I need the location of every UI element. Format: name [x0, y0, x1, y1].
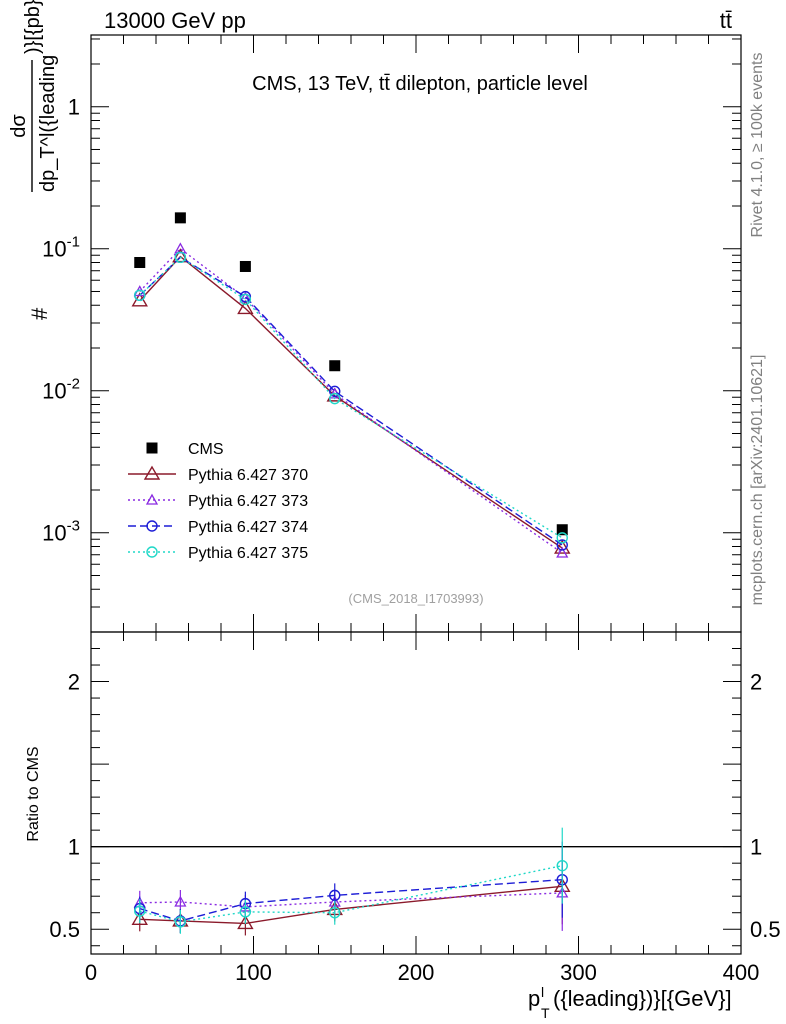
y-tick-label: 10-1	[42, 234, 80, 262]
ratio-point-pythia-6-427-375	[556, 859, 568, 872]
ratio-y-tick-label: 0.5	[49, 917, 80, 942]
point-pythia-6-427-374	[329, 385, 341, 398]
ratio-point-pythia-6-427-375	[239, 906, 252, 918]
ratio-series	[131, 827, 571, 936]
point-cms	[174, 212, 186, 224]
legend-label-pythia-6-427-373: Pythia 6.427 373	[188, 493, 308, 510]
main-panel: CMS, 13 TeV, tt̄ dilepton, particle leve…	[42, 34, 742, 633]
x-tick-label: 100	[235, 960, 272, 985]
ratio-y-tick-label-right: 2	[750, 670, 762, 695]
watermark: (CMS_2018_I1703993)	[348, 591, 483, 606]
ratio-point-pythia-6-427-374	[329, 889, 341, 902]
ratio-y-label: Ratio to CMS	[25, 746, 42, 841]
legend-label-pythia-6-427-375: Pythia 6.427 375	[188, 545, 308, 562]
ratio-frame	[90, 631, 742, 955]
x-axis-label: p T l ({leading})}[{GeV}]	[528, 984, 732, 1021]
x-label-sup: l	[541, 984, 544, 1000]
ratio-line-pythia-6-427-375	[139, 864, 563, 923]
point-pythia-6-427-374	[556, 539, 568, 551]
x-label-main: p	[528, 986, 540, 1011]
point-pythia-6-427-374	[239, 290, 252, 303]
point-pythia-6-427-370	[172, 248, 189, 263]
chart-title: CMS, 13 TeV, tt̄ dilepton, particle leve…	[252, 73, 588, 95]
x-tick-label: 400	[723, 960, 760, 985]
point-cms	[239, 260, 251, 272]
point-pythia-6-427-375	[239, 293, 252, 306]
main-series	[131, 212, 571, 558]
point-cms	[329, 360, 341, 372]
ratio-y-tick-label-right: 0.5	[750, 917, 781, 942]
point-pythia-6-427-375	[174, 251, 187, 264]
series-line-pythia-6-427-375	[139, 256, 563, 539]
y-label-hash: #	[27, 307, 52, 320]
y-label-suffix: )}[{pb}/{GeV}]	[22, 0, 44, 54]
rivet-label: Rivet 4.1.0, ≥ 100k events	[749, 53, 766, 238]
ratio-point-pythia-6-427-373	[174, 895, 187, 907]
ratio-line-pythia-6-427-374	[139, 878, 563, 922]
ratio-point-pythia-6-427-370	[131, 910, 148, 926]
header-left: 13000 GeV pp	[104, 8, 246, 33]
ratio-y-tick-label: 2	[68, 670, 80, 695]
point-cms	[134, 256, 146, 268]
point-pythia-6-427-370	[554, 539, 571, 554]
x-label-sub: T	[541, 1005, 550, 1021]
ratio-y-ticks: 0.5 0.5 1 1 2 2	[49, 648, 781, 947]
legend-marker-cms	[146, 442, 158, 454]
legend-marker-pythia-6-427-373	[145, 493, 159, 505]
main-x-ticks	[90, 35, 742, 632]
ratio-x-ticks: 0 100 200 300 400	[85, 632, 759, 985]
point-pythia-6-427-375	[556, 532, 568, 544]
legend-label-cms: CMS	[188, 441, 224, 458]
ratio-panel: 0.5 0.5 1 1 2 2 0 100 200 300 400	[49, 631, 781, 985]
legend-marker-pythia-6-427-375	[146, 546, 158, 558]
point-pythia-6-427-370	[237, 300, 254, 315]
header-right: tt̄	[720, 8, 732, 33]
y-tick-label: 1	[68, 95, 80, 120]
point-pythia-6-427-375	[134, 289, 146, 301]
ratio-point-pythia-6-427-375	[329, 907, 341, 919]
y-label-numerator: dσ	[8, 114, 30, 138]
ratio-line-pythia-6-427-373	[139, 892, 563, 908]
ratio-y-tick-label: 1	[68, 835, 80, 860]
legend-marker-pythia-6-427-374	[146, 520, 158, 532]
x-tick-label: 200	[398, 960, 435, 985]
x-tick-label: 300	[560, 960, 597, 985]
legend: CMS Pythia 6.427 370 Pythia 6.427 373 Pythi…	[128, 441, 308, 562]
legend-label-pythia-6-427-374: Pythia 6.427 374	[188, 519, 308, 536]
ratio-point-pythia-6-427-370	[237, 915, 254, 930]
y-tick-label: 10-3	[42, 518, 80, 546]
y-tick-label: 10-2	[42, 376, 80, 404]
ratio-point-pythia-6-427-375	[134, 905, 146, 917]
series-line-pythia-6-427-370	[139, 255, 563, 549]
main-frame	[90, 34, 742, 633]
series-line-pythia-6-427-374	[139, 256, 563, 546]
point-pythia-6-427-375	[329, 392, 341, 405]
point-pythia-6-427-373	[556, 546, 569, 558]
legend-marker-pythia-6-427-370	[143, 465, 161, 480]
series-line-pythia-6-427-373	[139, 247, 563, 554]
mcplots-label: mcplots.cern.ch [arXiv:2401.10621]	[749, 355, 766, 606]
main-y-ticks: 10-3 10-2 10-1 1	[42, 38, 741, 633]
x-tick-label: 0	[85, 960, 97, 985]
legend-label-pythia-6-427-370: Pythia 6.427 370	[188, 467, 308, 484]
ratio-y-tick-label-right: 1	[750, 835, 762, 860]
ratio-point-pythia-6-427-375	[174, 916, 187, 928]
y-label-denominator: dp_T^l({leading	[37, 55, 59, 192]
main-y-label: # dσ dp_T^l({leading )}[{pb}/{GeV}]	[8, 0, 59, 320]
point-cms	[556, 524, 568, 536]
x-label-rest: ({leading})}[{GeV}]	[553, 986, 732, 1011]
